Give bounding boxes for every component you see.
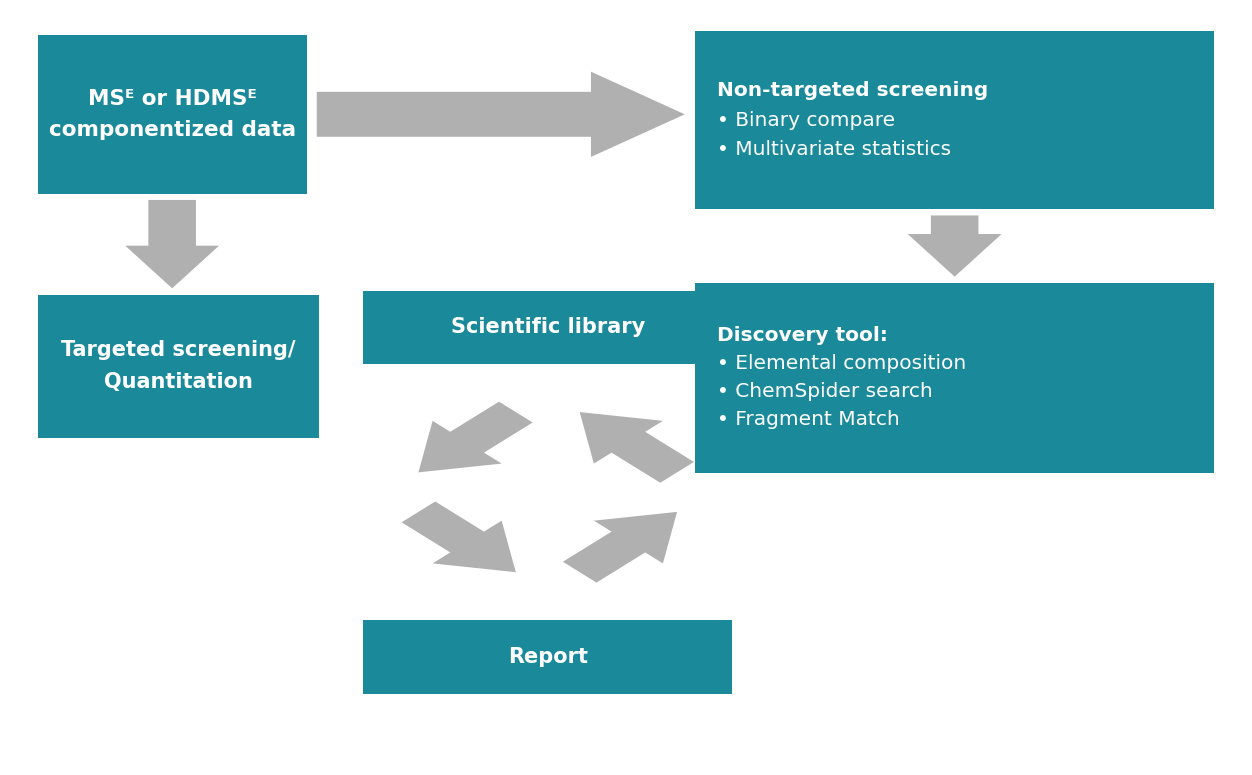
- Polygon shape: [125, 200, 219, 288]
- Text: • Multivariate statistics: • Multivariate statistics: [717, 140, 952, 159]
- Polygon shape: [402, 501, 516, 572]
- Text: Targeted screening/: Targeted screening/: [61, 340, 295, 360]
- Polygon shape: [317, 71, 685, 157]
- FancyBboxPatch shape: [695, 31, 1214, 209]
- Polygon shape: [908, 215, 1002, 277]
- Text: • Elemental composition: • Elemental composition: [717, 354, 967, 374]
- FancyBboxPatch shape: [695, 283, 1214, 473]
- Text: • ChemSpider search: • ChemSpider search: [717, 382, 933, 401]
- FancyBboxPatch shape: [38, 294, 319, 438]
- Text: Scientific library: Scientific library: [451, 318, 645, 337]
- Polygon shape: [418, 401, 532, 472]
- Text: Discovery tool:: Discovery tool:: [717, 326, 888, 346]
- Text: MSᴱ or HDMSᴱ: MSᴱ or HDMSᴱ: [88, 89, 257, 108]
- Text: • Binary compare: • Binary compare: [717, 111, 895, 129]
- Polygon shape: [580, 412, 694, 483]
- Text: Non-targeted screening: Non-targeted screening: [717, 81, 989, 100]
- Text: Report: Report: [508, 647, 587, 666]
- Polygon shape: [563, 512, 677, 583]
- FancyBboxPatch shape: [363, 291, 732, 364]
- Text: Quantitation: Quantitation: [104, 373, 253, 392]
- Text: • Fragment Match: • Fragment Match: [717, 410, 900, 429]
- Text: componentized data: componentized data: [49, 120, 295, 140]
- FancyBboxPatch shape: [363, 620, 732, 694]
- FancyBboxPatch shape: [38, 35, 307, 194]
